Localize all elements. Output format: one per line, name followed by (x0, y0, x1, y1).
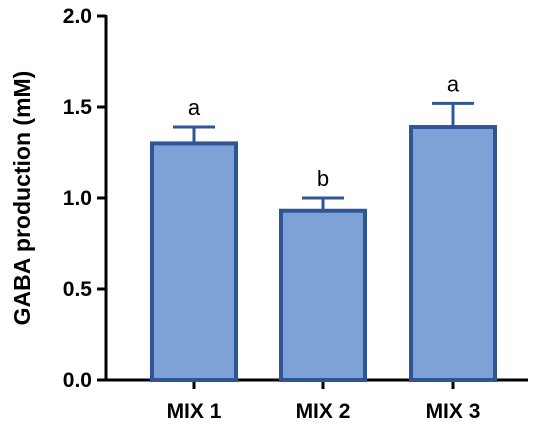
bars-group (150, 125, 497, 382)
y-tick-label: 0.0 (63, 369, 92, 392)
y-tick-label: 1.5 (63, 96, 93, 119)
error-bars-group (173, 101, 474, 211)
labels-group: 0.0 0.5 1.0 1.5 2.0 MIX 1 a MIX 2 b MIX 3 a (63, 5, 481, 423)
y-tick-label: 1.0 (63, 187, 92, 210)
y-axis-title: GABA production (mM) (9, 71, 35, 326)
x-tick-label: MIX 2 (296, 400, 351, 423)
y-tick-label: 0.5 (63, 278, 93, 301)
significance-letter: b (317, 166, 329, 191)
y-axis-title-group: GABA production (mM) (9, 71, 35, 326)
bar (409, 125, 497, 382)
significance-letter: a (447, 71, 460, 96)
x-tick-label: MIX 1 (167, 400, 222, 423)
significance-letter: a (188, 95, 201, 120)
bar (279, 208, 367, 382)
y-tick-label: 2.0 (63, 5, 92, 28)
x-tick-label: MIX 3 (426, 400, 481, 423)
bar (150, 141, 238, 382)
